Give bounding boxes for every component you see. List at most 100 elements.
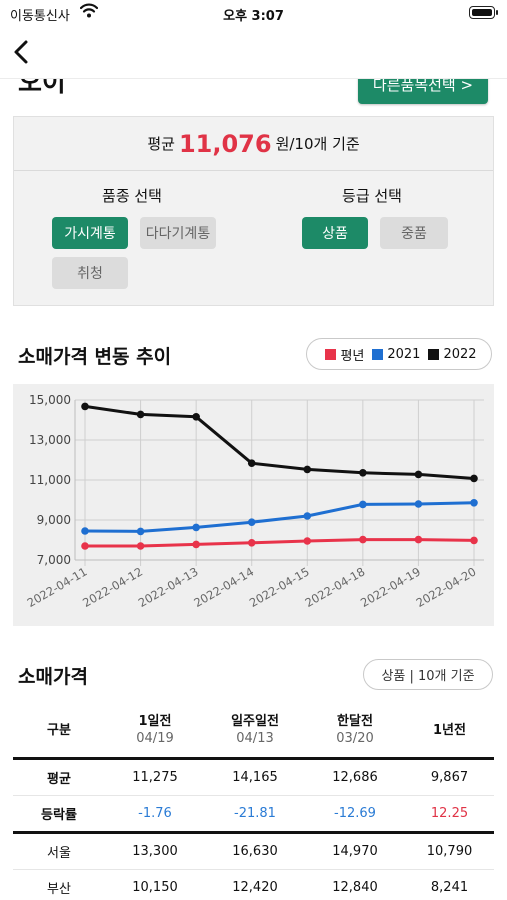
wifi-icon xyxy=(79,3,99,23)
carrier-name: 이동통신사 xyxy=(10,9,70,24)
data-point-1 xyxy=(136,527,145,536)
variety-chip-gasi[interactable]: 가시계통 xyxy=(52,217,128,249)
data-point-2 xyxy=(192,413,200,421)
data-point-1 xyxy=(470,499,478,507)
price-summary-panel: 평균 11,076 원/10개 기준 품종 선택 등급 선택 가시계통 다다기계… xyxy=(13,116,494,306)
y-tick-label: 15,000 xyxy=(29,393,71,407)
nav-divider xyxy=(0,78,507,79)
data-point-0 xyxy=(303,537,312,545)
price-trend-chart: 15,000 13,000 11,000 9,000 7,000 2022-04-11 20… xyxy=(13,384,494,626)
average-prefix: 평균 xyxy=(147,135,175,153)
col-header-1year: 1년전 xyxy=(405,700,494,760)
table-header-row: 구분 1일전 04/19 일주일전 04/13 한달전 03/20 1년전 xyxy=(13,700,494,760)
data-point-0 xyxy=(81,542,89,550)
battery-icon xyxy=(469,6,498,19)
x-tick-label: 2022-04-11 xyxy=(25,564,90,610)
grade-chip-mid[interactable]: 중품 xyxy=(380,217,448,249)
data-point-1 xyxy=(247,518,256,526)
y-tick-label: 13,000 xyxy=(29,433,71,447)
back-chevron-icon[interactable] xyxy=(10,38,32,66)
row-label: 등락률 xyxy=(13,795,105,834)
variety-chip-chwicheong[interactable]: 취청 xyxy=(52,257,128,289)
table-cell: 10,790 xyxy=(405,832,494,870)
row-label: 부산 xyxy=(13,869,105,900)
variety-select-label: 품종 선택 xyxy=(102,187,162,205)
y-tick-label: 11,000 xyxy=(29,473,71,487)
col-header-1week: 일주일전 04/13 xyxy=(205,700,305,760)
data-point-1 xyxy=(192,523,200,532)
row-label: 서울 xyxy=(13,832,105,870)
legend-label-2022: 2022 xyxy=(443,346,477,362)
variety-chip-dadagi[interactable]: 다다기계통 xyxy=(140,217,216,249)
table-row-seoul: 서울 13,300 16,630 14,970 10,790 xyxy=(13,832,494,870)
table-cell: 14,165 xyxy=(205,758,305,796)
data-point-1 xyxy=(81,527,89,535)
nav-bar xyxy=(0,28,507,78)
price-trend-svg: 15,00013,00011,0009,0007,0002022-04-1120… xyxy=(25,393,484,610)
table-cell: 12,420 xyxy=(205,869,305,900)
data-point-1 xyxy=(414,500,423,508)
table-cell: 12,686 xyxy=(305,758,405,796)
data-point-2 xyxy=(303,465,312,474)
x-tick-label: 2022-04-19 xyxy=(358,564,423,610)
table-row-rate: 등락률 -1.76 -21.81 -12.69 12.25 xyxy=(13,795,494,834)
grade-chip-top[interactable]: 상품 xyxy=(302,217,368,249)
table-cell: 8,241 xyxy=(405,869,494,900)
table-cell: 12,840 xyxy=(305,869,405,900)
x-tick-label: 2022-04-13 xyxy=(136,564,201,610)
data-point-2 xyxy=(414,470,423,479)
row-label: 평균 xyxy=(13,758,105,796)
data-point-0 xyxy=(136,542,145,550)
legend-swatch-2021 xyxy=(372,348,384,360)
retail-basis-button[interactable]: 상품 | 10개 기준 xyxy=(363,659,493,690)
col-header-1day: 1일전 04/19 xyxy=(105,700,205,760)
data-point-0 xyxy=(192,540,200,549)
series-line-1 xyxy=(84,501,475,533)
table-cell: 9,867 xyxy=(405,758,494,796)
legend-swatch-2022 xyxy=(428,348,440,360)
average-price-value: 11,076 xyxy=(178,129,272,158)
table-cell: -1.76 xyxy=(105,795,205,834)
series-line-2 xyxy=(84,404,475,480)
table-cell: -12.69 xyxy=(305,795,405,834)
x-tick-label: 2022-04-14 xyxy=(191,564,256,610)
legend-swatch-avg xyxy=(325,348,337,360)
legend-label-2021: 2021 xyxy=(387,346,421,362)
y-tick-label: 7,000 xyxy=(37,553,71,567)
data-point-2 xyxy=(470,474,478,483)
series-line-0 xyxy=(85,538,475,548)
grade-select-label: 등급 선택 xyxy=(342,187,402,205)
trend-section-title: 소매가격 변동 추이 xyxy=(18,346,172,368)
table-row-busan: 부산 10,150 12,420 12,840 8,241 xyxy=(13,869,494,900)
x-tick-label: 2022-04-18 xyxy=(302,564,367,610)
data-point-2 xyxy=(81,402,89,411)
col-header-1month: 한달전 03/20 xyxy=(305,700,405,760)
data-point-0 xyxy=(470,536,478,545)
table-cell: 11,275 xyxy=(105,758,205,796)
retail-section-title: 소매가격 xyxy=(18,666,88,688)
table-cell: 10,150 xyxy=(105,869,205,900)
table-cell: 12.25 xyxy=(405,795,494,834)
data-point-0 xyxy=(247,539,256,547)
table-cell: 14,970 xyxy=(305,832,405,870)
x-tick-label: 2022-04-20 xyxy=(414,564,479,610)
average-price-line: 평균 11,076 원/10개 기준 xyxy=(14,117,493,171)
data-point-1 xyxy=(359,500,367,509)
data-point-2 xyxy=(247,459,256,467)
status-bar: 이동통신사 오후 3:07 xyxy=(0,0,507,28)
table-cell: -21.81 xyxy=(205,795,305,834)
data-point-2 xyxy=(136,410,145,419)
clock: 오후 3:07 xyxy=(223,9,284,24)
data-point-1 xyxy=(303,512,312,520)
table-row-average: 평균 11,275 14,165 12,686 9,867 xyxy=(13,758,494,796)
data-point-2 xyxy=(359,469,367,477)
table-cell: 16,630 xyxy=(205,832,305,870)
data-point-0 xyxy=(359,535,367,544)
x-tick-label: 2022-04-12 xyxy=(80,564,145,610)
retail-price-table: 구분 1일전 04/19 일주일전 04/13 한달전 03/20 1년전 평균 11… xyxy=(13,700,494,900)
average-price-unit: 원/10개 기준 xyxy=(275,135,360,153)
chart-legend: 평년 2021 2022 xyxy=(306,338,492,370)
table-cell: 13,300 xyxy=(105,832,205,870)
data-point-0 xyxy=(414,535,423,544)
legend-label-avg: 평년 xyxy=(340,348,365,364)
